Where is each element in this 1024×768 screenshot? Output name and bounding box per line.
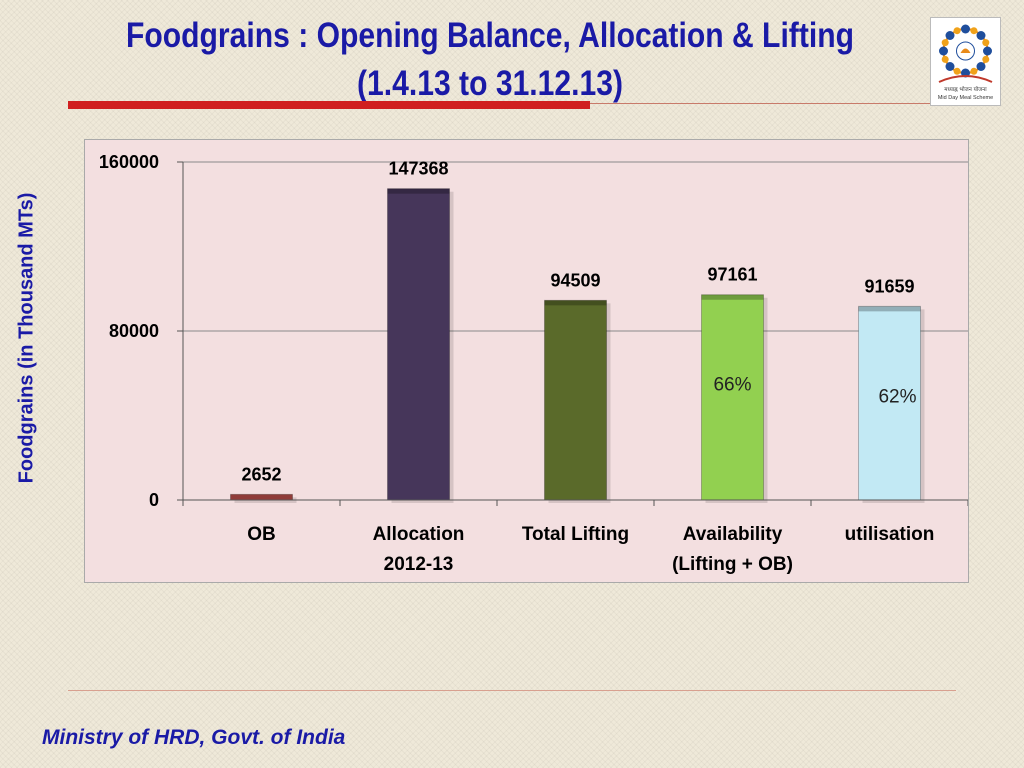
- y-tick-label: 80000: [109, 321, 159, 341]
- bar-top-edge: [701, 294, 764, 300]
- x-category-label: utilisation: [845, 524, 935, 545]
- logo-subcaption: Mid Day Meal Scheme: [938, 95, 993, 101]
- bar: [701, 294, 764, 501]
- bar-percent-label: 66%: [713, 375, 751, 396]
- slide-title: Foodgrains : Opening Balance, Allocation…: [126, 16, 854, 55]
- bar-value-label: 91659: [864, 276, 914, 296]
- bar-chart: 0 80000 160000 2652 OB 147368 Allocation 2012-1…: [99, 152, 968, 575]
- bar-value-label: 94509: [550, 270, 600, 290]
- y-tick-label: 160000: [99, 152, 159, 172]
- x-category-label: Total Lifting: [522, 524, 629, 545]
- logo-caption: मध्याह्न भोजन योजना: [944, 86, 987, 93]
- bar-top-edge: [387, 188, 450, 194]
- bar: [858, 305, 921, 501]
- x-category-label: (Lifting + OB): [672, 554, 793, 575]
- bar: [387, 188, 450, 501]
- title-underline-red: [68, 101, 590, 109]
- y-tick-label: 0: [149, 490, 159, 510]
- bar-value-label: 147368: [388, 159, 448, 179]
- footer-text: Ministry of HRD, Govt. of India: [42, 726, 346, 749]
- bar-percent-label: 62%: [878, 386, 916, 407]
- bar-value-label: 97161: [707, 265, 757, 285]
- bar-top-edge: [230, 494, 293, 500]
- footer-divider: [68, 690, 956, 691]
- x-category-label: OB: [247, 524, 276, 545]
- bar: [544, 299, 607, 501]
- x-category-label: Availability: [683, 524, 783, 545]
- x-category-label: Allocation: [373, 524, 465, 545]
- chart-area: 0 80000 160000 2652 OB 147368 Allocation 2012-1…: [84, 139, 969, 583]
- mid-day-meal-logo: मध्याह्न भोजन योजना Mid Day Meal Scheme: [930, 17, 1001, 106]
- bar-value-label: 2652: [241, 464, 281, 484]
- logo-emblem-icon: मध्याह्न भोजन योजना Mid Day Meal Scheme: [938, 24, 993, 101]
- slide-subtitle: (1.4.13 to 31.12.13): [356, 64, 624, 103]
- bar-top-edge: [544, 300, 607, 306]
- title-underline-thin: [590, 103, 930, 104]
- y-axis-label: Foodgrains (in Thousand MTs): [15, 192, 38, 484]
- x-category-label: 2012-13: [384, 554, 454, 575]
- bar-top-edge: [858, 306, 921, 312]
